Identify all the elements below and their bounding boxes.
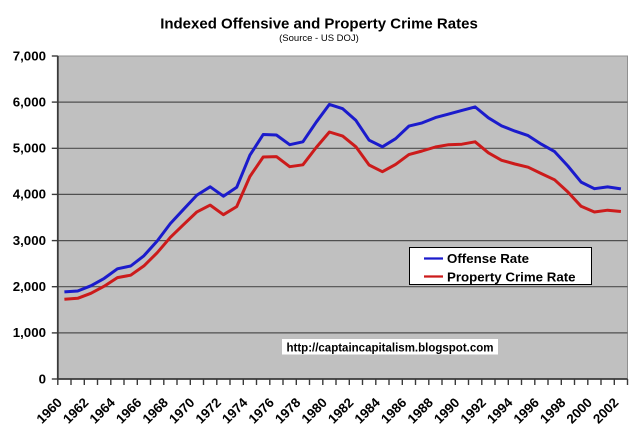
svg-text:http://captaincapitalism.blogs: http://captaincapitalism.blogspot.com bbox=[286, 343, 493, 355]
svg-text:(Source - US DOJ): (Source - US DOJ) bbox=[279, 33, 359, 44]
svg-text:5,000: 5,000 bbox=[13, 141, 46, 156]
svg-text:Indexed Offensive and Property: Indexed Offensive and Property Crime Rat… bbox=[160, 16, 478, 33]
svg-text:Property Crime Rate: Property Crime Rate bbox=[447, 269, 576, 284]
svg-text:4,000: 4,000 bbox=[13, 187, 46, 202]
svg-text:7,000: 7,000 bbox=[13, 48, 46, 63]
svg-text:1,000: 1,000 bbox=[13, 325, 46, 340]
svg-text:2,000: 2,000 bbox=[13, 279, 46, 294]
svg-text:6,000: 6,000 bbox=[13, 94, 46, 109]
svg-text:Offense Rate: Offense Rate bbox=[447, 251, 529, 266]
svg-text:0: 0 bbox=[39, 371, 46, 386]
svg-text:3,000: 3,000 bbox=[13, 233, 46, 248]
